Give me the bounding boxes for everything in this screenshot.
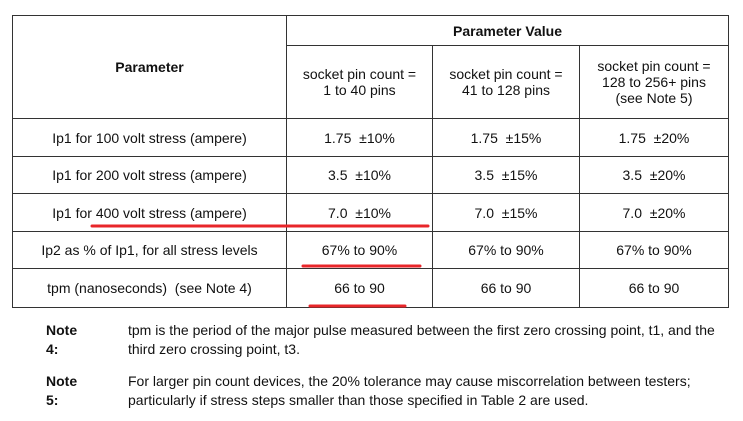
table-row: Ip1 for 200 volt stress (ampere) 3.5 ±10%… xyxy=(12,156,729,194)
table-cell: 7.0 ±20% xyxy=(579,193,729,232)
table-row: Ip2 as % of Ip1, for all stress levels 67… xyxy=(12,231,729,269)
table-row: Ip1 for 100 volt stress (ampere) 1.75 ±10… xyxy=(12,118,729,157)
table-cell: 66 to 90 xyxy=(579,268,729,308)
header-cell: socket pin count = 1 to 40 pins xyxy=(286,45,433,119)
note-text: For larger pin count devices, the 20% to… xyxy=(128,373,691,408)
table-cell: 66 to 90 xyxy=(432,268,580,308)
table-cell: 3.5 ±10% xyxy=(286,156,433,194)
note-label: Note 4: xyxy=(46,322,78,357)
table-cell: Ip1 for 100 volt stress (ampere) xyxy=(12,118,287,157)
table-row: tpm (nanoseconds) (see Note 4) 66 to 90 66… xyxy=(12,268,729,308)
table-cell: 67% to 90% xyxy=(579,231,729,269)
table-cell: 7.0 ±15% xyxy=(432,193,580,232)
table-cell: Ip2 as % of Ip1, for all stress levels xyxy=(12,231,287,269)
table-cell: 67% to 90% xyxy=(432,231,580,269)
parameter-table: Parameter Parameter Value socket pin cou… xyxy=(12,15,729,308)
note-label: Note 5: xyxy=(46,373,78,408)
note-text: tpm is the period of the major pulse mea… xyxy=(128,322,715,357)
table-cell: 1.75 ±15% xyxy=(432,118,580,157)
header-cell: socket pin count = 41 to 128 pins xyxy=(432,45,580,119)
header-cell: socket pin count = 128 to 256+ pins (see… xyxy=(579,45,729,119)
table-cell: tpm (nanoseconds) (see Note 4) xyxy=(12,268,287,308)
table-cell: 66 to 90 xyxy=(286,268,433,308)
table-cell: 1.75 ±10% xyxy=(286,118,433,157)
header-cell: Parameter Value xyxy=(286,15,729,46)
table-cell: 1.75 ±20% xyxy=(579,118,729,157)
table-cell: 67% to 90% xyxy=(286,231,433,269)
header-cell: Parameter xyxy=(12,15,287,119)
table-cell: 3.5 ±20% xyxy=(579,156,729,194)
